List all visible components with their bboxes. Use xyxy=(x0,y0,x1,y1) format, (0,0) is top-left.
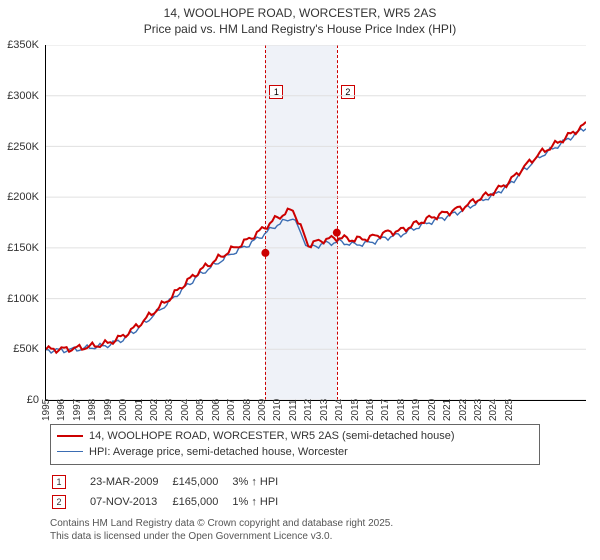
x-tick: 2009 xyxy=(257,399,268,421)
x-tick: 1998 xyxy=(87,399,98,421)
event-dot-2 xyxy=(333,229,341,237)
event-delta-2: 1% ↑ HPI xyxy=(232,493,290,511)
chart: 12 £0£50K£100K£150K£200K£250K£300K£350K1… xyxy=(45,45,585,420)
x-tick: 2013 xyxy=(319,399,330,421)
x-tick: 1999 xyxy=(103,399,114,421)
footer-2: This data is licensed under the Open Gov… xyxy=(50,530,600,543)
event-marker-1: 1 xyxy=(52,475,66,489)
x-tick: 2022 xyxy=(458,399,469,421)
x-tick: 2012 xyxy=(303,399,314,421)
event-date-1: 23-MAR-2009 xyxy=(90,473,170,491)
x-tick: 2023 xyxy=(473,399,484,421)
legend: 14, WOOLHOPE ROAD, WORCESTER, WR5 2AS (s… xyxy=(50,424,540,465)
y-tick: £100K xyxy=(0,293,39,305)
x-tick: 2016 xyxy=(365,399,376,421)
x-tick: 2004 xyxy=(180,399,191,421)
event-delta-1: 3% ↑ HPI xyxy=(232,473,290,491)
x-tick: 2006 xyxy=(211,399,222,421)
x-tick: 2014 xyxy=(334,399,345,421)
events-table: 1 23-MAR-2009 £145,000 3% ↑ HPI 2 07-NOV… xyxy=(50,471,292,513)
x-tick: 2000 xyxy=(118,399,129,421)
x-tick: 2018 xyxy=(396,399,407,421)
y-tick: £300K xyxy=(0,90,39,102)
event-price-1: £145,000 xyxy=(172,473,230,491)
x-tick: 2025 xyxy=(504,399,515,421)
x-tick: 2008 xyxy=(242,399,253,421)
legend-item-0: 14, WOOLHOPE ROAD, WORCESTER, WR5 2AS (s… xyxy=(89,430,455,442)
x-tick: 2007 xyxy=(226,399,237,421)
x-tick: 2005 xyxy=(195,399,206,421)
x-tick: 2024 xyxy=(488,399,499,421)
event-marker-2: 2 xyxy=(52,495,66,509)
series-subject xyxy=(46,122,586,353)
event-date-2: 07-NOV-2013 xyxy=(90,493,170,511)
legend-item-1: HPI: Average price, semi-detached house,… xyxy=(89,446,348,458)
x-tick: 1995 xyxy=(41,399,52,421)
event-dot-1 xyxy=(261,249,269,257)
x-tick: 2002 xyxy=(149,399,160,421)
y-tick: £50K xyxy=(0,343,39,355)
x-tick: 1996 xyxy=(56,399,67,421)
footer-1: Contains HM Land Registry data © Crown c… xyxy=(50,517,600,530)
x-tick: 2003 xyxy=(164,399,175,421)
x-tick: 2011 xyxy=(288,400,299,422)
y-tick: £250K xyxy=(0,141,39,153)
chart-title-2: Price paid vs. HM Land Registry's House … xyxy=(0,22,600,38)
x-tick: 2021 xyxy=(442,399,453,421)
chart-title-1: 14, WOOLHOPE ROAD, WORCESTER, WR5 2AS xyxy=(0,6,600,22)
y-tick: £150K xyxy=(0,242,39,254)
x-tick: 2017 xyxy=(380,399,391,421)
x-tick: 2001 xyxy=(134,399,145,421)
x-tick: 2020 xyxy=(427,399,438,421)
x-tick: 2019 xyxy=(411,399,422,421)
y-tick: £0 xyxy=(0,394,39,406)
event-price-2: £165,000 xyxy=(172,493,230,511)
y-tick: £350K xyxy=(0,39,39,51)
y-tick: £200K xyxy=(0,191,39,203)
x-tick: 1997 xyxy=(72,399,83,421)
x-tick: 2010 xyxy=(272,399,283,421)
x-tick: 2015 xyxy=(350,399,361,421)
